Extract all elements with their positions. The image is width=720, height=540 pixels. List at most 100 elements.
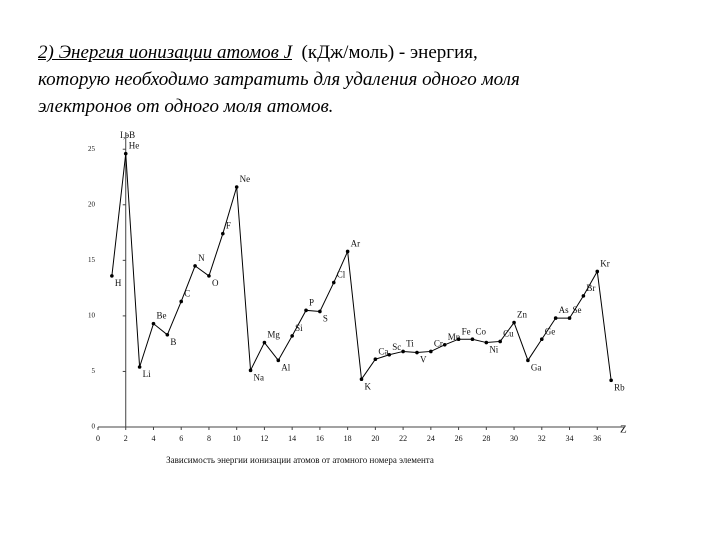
data-point xyxy=(401,349,405,354)
point-label: Mg xyxy=(267,330,280,340)
data-point xyxy=(123,151,128,156)
data-point xyxy=(151,321,156,326)
data-point xyxy=(539,337,544,342)
x-tick-label: 34 xyxy=(566,434,574,443)
data-point xyxy=(137,365,142,369)
data-line xyxy=(111,153,612,381)
x-tick-label: 2 xyxy=(124,434,128,443)
point-label: Fe xyxy=(462,326,471,336)
point-label: Ni xyxy=(489,345,498,355)
point-label: B xyxy=(170,337,176,347)
point-label: As xyxy=(559,305,569,315)
point-label: Sc xyxy=(392,342,401,352)
point-label: N xyxy=(198,253,205,263)
y-tick-label: 15 xyxy=(88,256,96,264)
x-tick-label: 32 xyxy=(538,434,546,443)
y-tick-label: 5 xyxy=(92,367,96,375)
data-point xyxy=(387,352,392,357)
chart-caption: Зависимость энергии ионизации атомов от … xyxy=(166,455,434,465)
data-point xyxy=(567,316,572,320)
data-point xyxy=(207,274,211,278)
point-label: Kr xyxy=(600,259,610,269)
data-point xyxy=(262,340,267,345)
y-tick-label: 0 xyxy=(92,423,96,431)
point-label: H xyxy=(115,278,122,288)
point-label: V xyxy=(420,355,427,365)
point-label: O xyxy=(212,278,219,288)
data-point xyxy=(304,308,308,313)
point-label: Cr xyxy=(434,339,443,349)
x-tick-label: 18 xyxy=(344,434,352,443)
point-label: Na xyxy=(254,372,264,382)
data-point xyxy=(165,332,170,337)
y-axis-label: I,эВ xyxy=(120,130,135,140)
data-point xyxy=(484,340,489,345)
x-tick-label: 36 xyxy=(593,434,601,443)
data-point xyxy=(553,316,558,320)
heading-line: 2) Энергия ионизации атомов J (кДж/моль)… xyxy=(38,42,478,64)
data-point xyxy=(331,280,336,285)
data-point xyxy=(581,294,586,298)
y-tick-label: 20 xyxy=(88,200,96,208)
x-tick-label: 22 xyxy=(399,434,407,443)
point-label: S xyxy=(323,314,328,324)
point-label: Ga xyxy=(531,362,542,372)
data-point xyxy=(415,350,419,355)
data-point xyxy=(456,337,461,342)
point-label: Cl xyxy=(337,270,346,280)
x-tick-label: 20 xyxy=(371,434,379,443)
x-tick-label: 8 xyxy=(207,434,211,443)
data-point xyxy=(179,299,184,304)
point-label: He xyxy=(129,141,140,151)
data-point xyxy=(526,358,530,363)
heading-term: 2) Энергия ионизации атомов J xyxy=(38,42,293,63)
data-point xyxy=(234,185,239,189)
point-label: Se xyxy=(573,305,582,315)
data-point xyxy=(221,231,225,236)
heading-line: которую необходимо затратить для удалени… xyxy=(38,69,520,90)
data-point xyxy=(318,309,322,314)
x-tick-label: 28 xyxy=(482,434,490,443)
data-point xyxy=(345,249,350,254)
point-label: F xyxy=(226,221,231,231)
point-label: Al xyxy=(281,362,290,372)
x-axis-label: Z xyxy=(620,424,627,436)
x-tick-label: 14 xyxy=(288,434,296,443)
x-tick-label: 6 xyxy=(179,434,183,443)
point-label: Br xyxy=(586,283,595,293)
heading-text: (кДж/моль) - энергия, xyxy=(301,42,478,63)
point-label: Ca xyxy=(378,346,388,356)
data-point xyxy=(429,349,433,354)
point-label: P xyxy=(309,297,314,307)
point-label: Co xyxy=(475,326,486,336)
point-label: Cu xyxy=(503,329,514,339)
x-tick-label: 26 xyxy=(455,434,463,443)
x-tick-label: 10 xyxy=(233,434,241,443)
point-label: Zn xyxy=(517,310,527,320)
point-label: Si xyxy=(295,323,303,333)
x-tick-label: 12 xyxy=(260,434,268,443)
point-label: Ar xyxy=(351,239,361,249)
data-point xyxy=(609,378,613,383)
data-point xyxy=(193,264,197,268)
point-label: Rb xyxy=(614,382,625,392)
x-tick-label: 4 xyxy=(151,434,155,443)
x-tick-label: 16 xyxy=(316,434,324,443)
x-tick-label: 24 xyxy=(427,434,435,443)
point-label: Li xyxy=(143,369,151,379)
point-label: Mn xyxy=(448,332,461,342)
data-point xyxy=(512,320,516,325)
data-point xyxy=(470,337,475,342)
data-point xyxy=(110,274,114,278)
y-tick-label: 25 xyxy=(88,145,96,153)
data-point xyxy=(373,357,378,362)
point-label: K xyxy=(365,381,372,391)
heading-line: электронов от одного моля атомов. xyxy=(38,96,334,117)
x-tick-label: 0 xyxy=(96,434,100,443)
point-label: C xyxy=(184,289,190,299)
point-label: Be xyxy=(156,311,166,321)
data-point xyxy=(359,377,364,382)
data-point xyxy=(442,342,447,347)
